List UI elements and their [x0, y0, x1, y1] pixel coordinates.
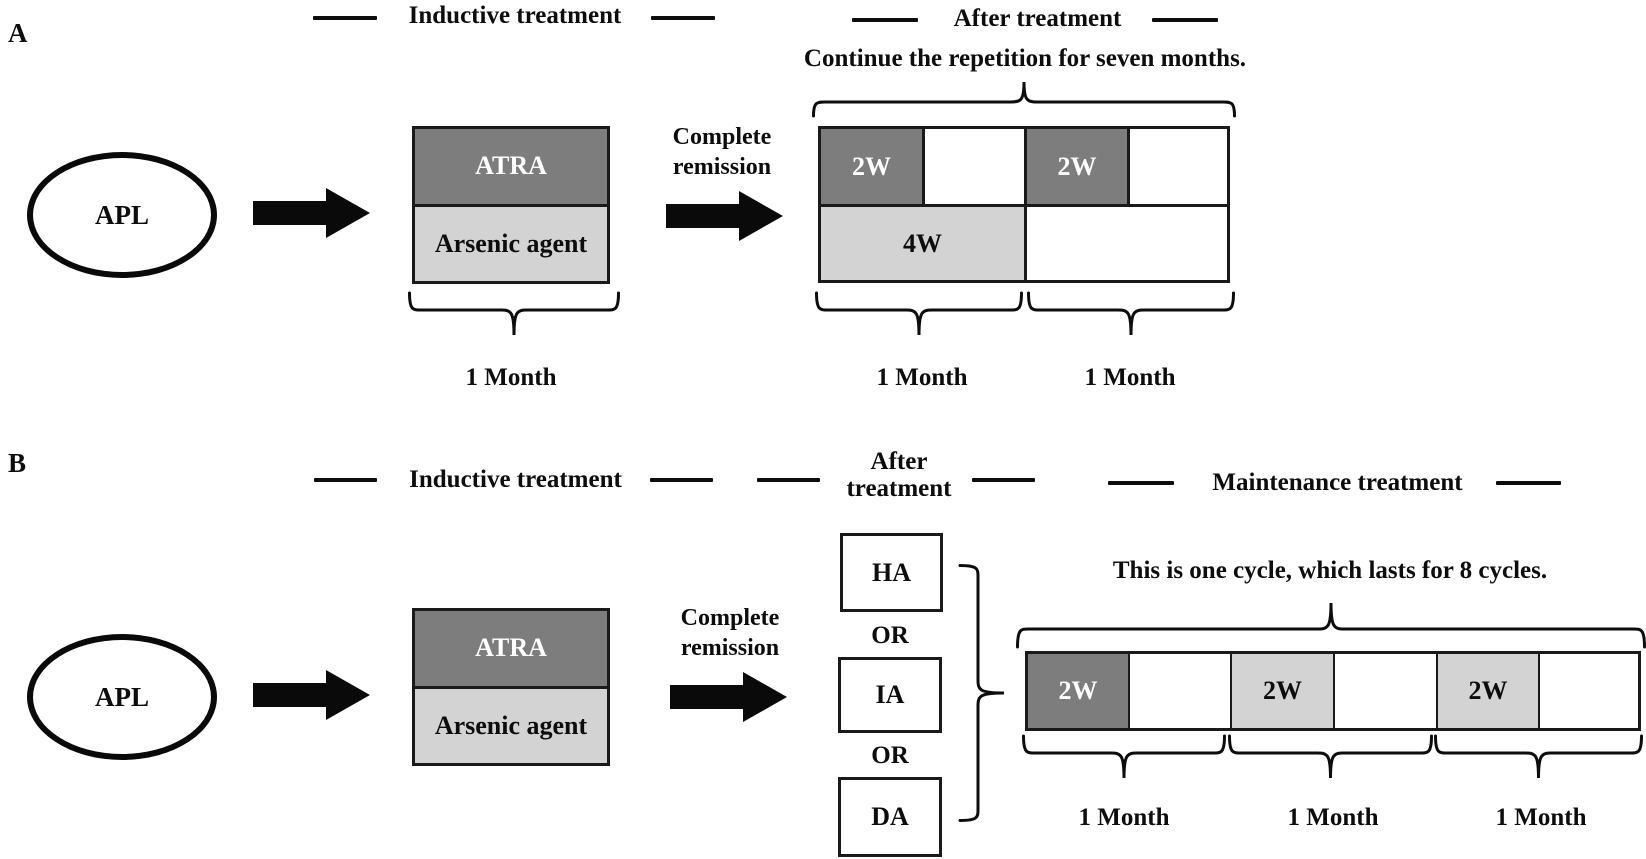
cycle-note: This is one cycle, which lasts for 8 cyc… — [1112, 557, 1548, 584]
induction-box: ATRA Arsenic agent — [412, 608, 610, 766]
grid-cell-2w: 2W — [821, 129, 922, 204]
atra-cell: ATRA — [415, 611, 607, 689]
atra-cell: ATRA — [415, 129, 607, 207]
apl-ellipse: APL — [27, 634, 217, 760]
complete-remission-line2: remission — [680, 635, 780, 661]
grid-cell-4w: 4W — [821, 207, 1024, 280]
row-cell-2w: 2W — [1028, 654, 1128, 728]
underbrace — [815, 291, 1023, 336]
header-dash — [1108, 481, 1174, 485]
apl-ellipse: APL — [27, 152, 217, 278]
complete-remission-line1: Complete — [680, 605, 780, 631]
complete-remission-line1: Complete — [672, 124, 772, 150]
option-box-ia: IA — [838, 657, 942, 733]
complete-remission-line2: remission — [672, 154, 772, 180]
duration-label: 1 Month — [876, 364, 968, 391]
panel-b-label: B — [8, 448, 27, 478]
underbrace — [1434, 734, 1643, 779]
after-treatment-grid: 2W 2W 4W — [818, 126, 1230, 283]
grid-line — [1538, 654, 1540, 728]
complete-remission-label: Complete remission — [656, 603, 804, 663]
header-dash — [651, 16, 715, 20]
header-dash — [972, 478, 1035, 482]
panel-a-repeat-note: Continue the repetition for seven months… — [803, 45, 1247, 72]
header-dash — [852, 18, 918, 22]
panel-b-maintenance-header: Maintenance treatment — [1212, 469, 1463, 496]
options-brace — [958, 564, 1005, 822]
underbrace — [1022, 734, 1226, 779]
arrow-right-icon — [670, 672, 787, 722]
header-dash — [313, 16, 377, 20]
overbrace — [812, 81, 1236, 118]
maintenance-row: 2W 2W 2W — [1025, 651, 1641, 731]
panel-a-inductive-header: Inductive treatment — [408, 2, 622, 29]
panel-a-label: A — [8, 18, 28, 48]
overbrace — [1016, 602, 1646, 649]
header-dash — [1496, 481, 1561, 485]
arsenic-cell: Arsenic agent — [415, 688, 607, 763]
option-box-da: DA — [838, 777, 942, 857]
after-header-line1: After — [870, 448, 928, 475]
row-cell-2w: 2W — [1232, 654, 1333, 728]
header-dash — [650, 478, 713, 482]
underbrace — [1228, 734, 1433, 779]
grid-line — [1127, 129, 1130, 204]
grid-line — [922, 129, 925, 204]
apl-label: APL — [95, 681, 149, 712]
complete-remission-label: Complete remission — [648, 122, 796, 182]
header-dash — [1152, 18, 1218, 22]
duration-label: 1 Month — [465, 364, 557, 391]
option-box-ha: HA — [840, 533, 943, 612]
or-label: OR — [871, 622, 909, 649]
panel-b-inductive-header: Inductive treatment — [409, 466, 622, 493]
apl-label: APL — [95, 199, 149, 230]
grid-line — [1128, 654, 1130, 728]
after-header-line2: treatment — [846, 475, 952, 502]
header-dash — [757, 478, 820, 482]
grid-line — [821, 204, 1227, 207]
arsenic-cell: Arsenic agent — [415, 206, 607, 281]
duration-label: 1 Month — [1287, 804, 1379, 831]
grid-cell-2w: 2W — [1027, 129, 1127, 204]
arrow-right-icon — [253, 670, 370, 720]
grid-line — [1230, 654, 1232, 728]
grid-line — [1436, 654, 1438, 728]
arrow-right-icon — [666, 191, 783, 241]
header-dash — [314, 478, 377, 482]
or-label: OR — [871, 742, 909, 769]
duration-label: 1 Month — [1495, 804, 1587, 831]
arrow-right-icon — [253, 188, 370, 238]
row-cell-2w: 2W — [1438, 654, 1538, 728]
grid-line — [1333, 654, 1335, 728]
panel-b-after-header: After treatment — [829, 448, 969, 502]
panel-a-after-header: After treatment — [953, 5, 1122, 32]
duration-label: 1 Month — [1078, 804, 1170, 831]
underbrace — [408, 291, 620, 336]
underbrace — [1027, 291, 1235, 336]
induction-box: ATRA Arsenic agent — [412, 126, 610, 284]
duration-label: 1 Month — [1084, 364, 1176, 391]
